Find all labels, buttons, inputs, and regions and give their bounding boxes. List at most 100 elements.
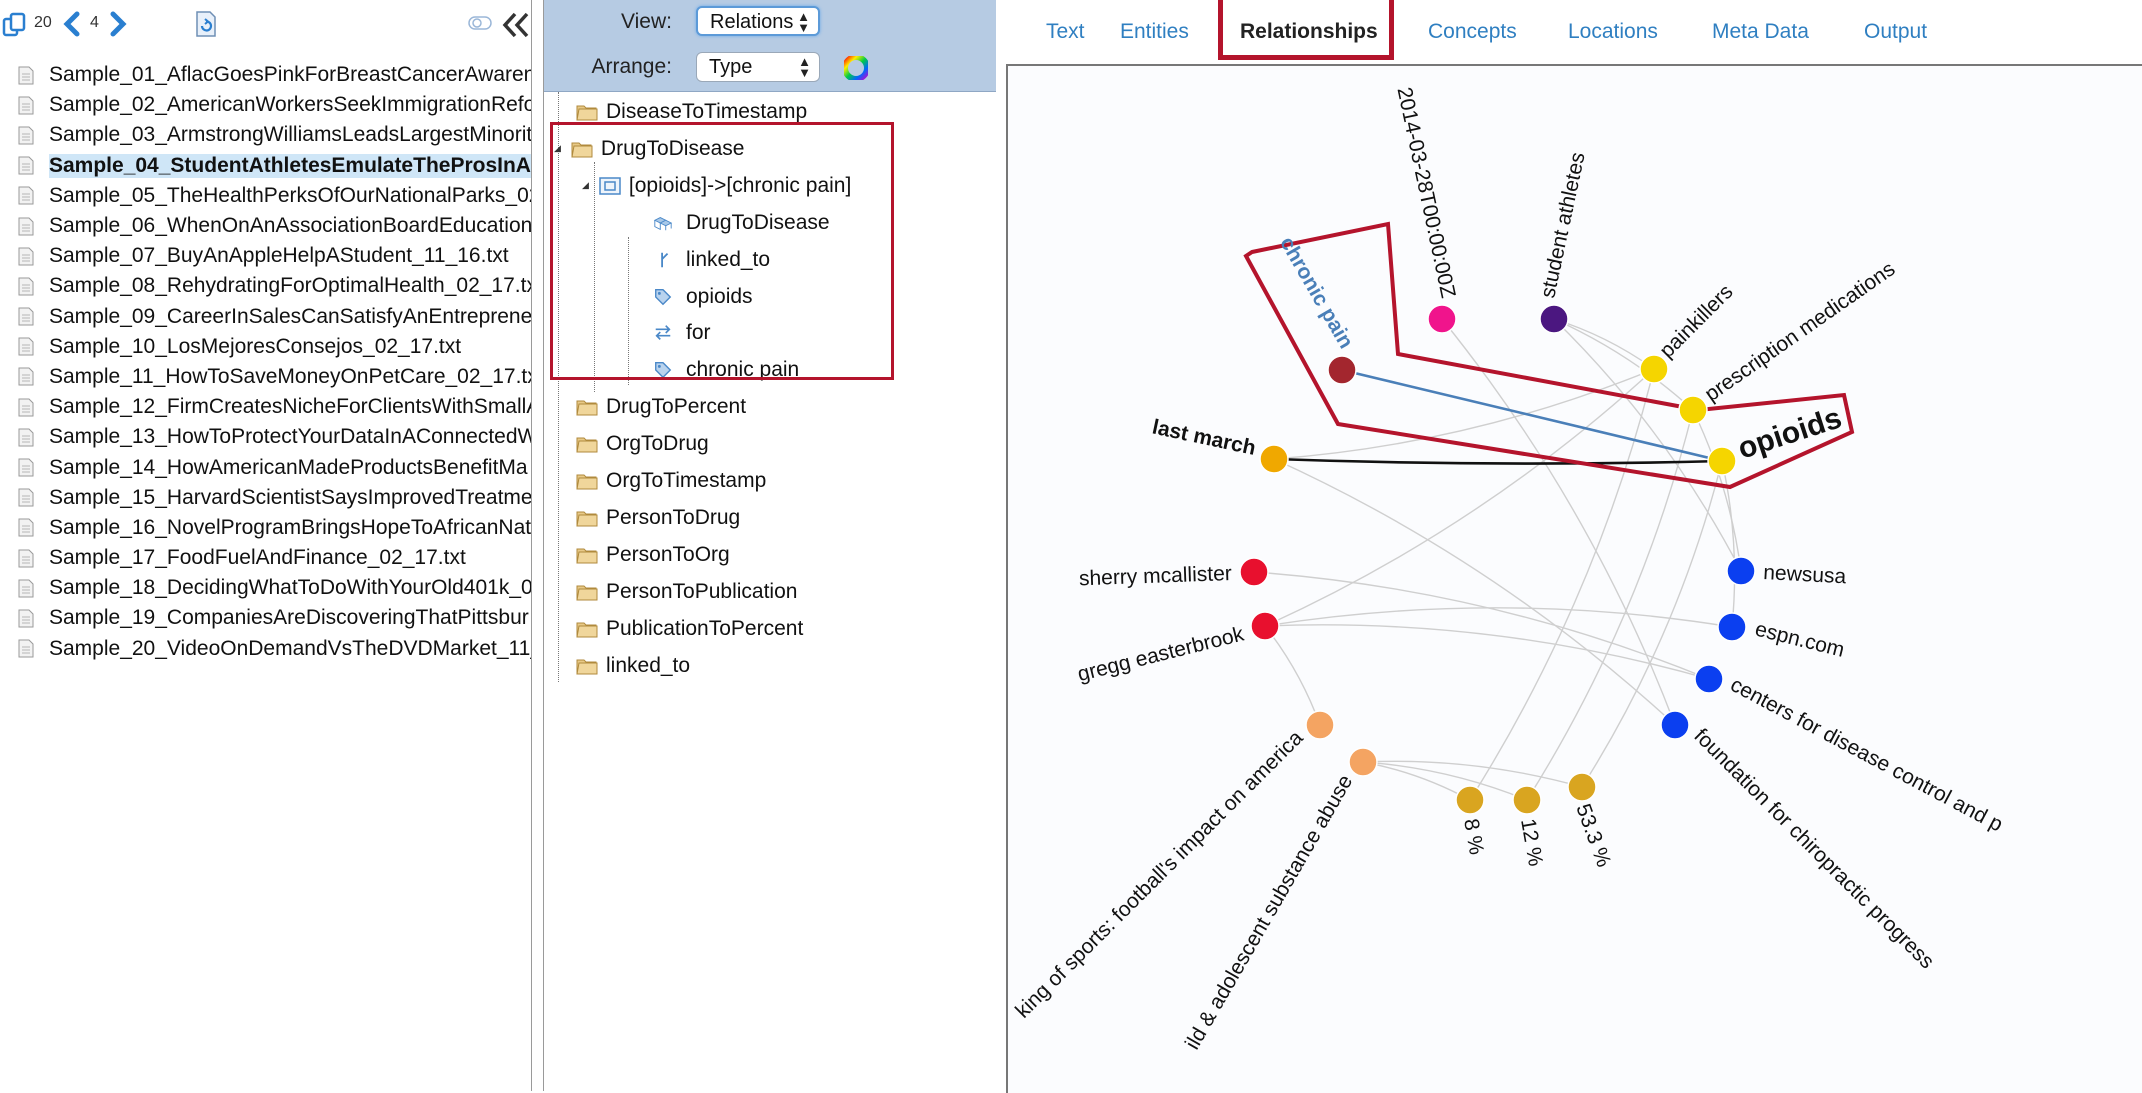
tree-folder[interactable]: ◢ DrugToDisease: [554, 131, 745, 167]
file-item[interactable]: Sample_05_TheHealthPerksOfOurNationalPar…: [0, 181, 531, 211]
tree-folder[interactable]: PersonToOrg: [576, 537, 730, 573]
file-item[interactable]: Sample_07_BuyAnAppleHelpAStudent_11_16.t…: [0, 241, 531, 271]
graph-node[interactable]: foundation for chiropractic progress: [1660, 710, 1938, 973]
documents-icon[interactable]: [2, 12, 28, 38]
file-item[interactable]: Sample_10_LosMejoresConsejos_02_17.txt: [0, 332, 531, 362]
file-item[interactable]: Sample_20_VideoOnDemandVsTheDVDMarket_11…: [0, 634, 531, 664]
node-dot[interactable]: [1639, 354, 1669, 384]
color-wheel-icon[interactable]: [844, 56, 868, 80]
graph-node[interactable]: newsusa: [1726, 556, 1847, 588]
graph-edge: [1362, 761, 1528, 801]
file-item[interactable]: Sample_01_AflacGoesPinkForBreastCancerAw…: [0, 60, 531, 90]
file-item[interactable]: Sample_02_AmericanWorkersSeekImmigration…: [0, 90, 531, 120]
graph-edge-strong: [1273, 457, 1723, 465]
file-item[interactable]: Sample_11_HowToSaveMoneyOnPetCare_02_17.…: [0, 362, 531, 392]
file-item[interactable]: Sample_03_ArmstrongWilliamsLeadsLargestM…: [0, 120, 531, 150]
collapse-panel-icon[interactable]: [502, 12, 530, 38]
tree-item-label: linked_to: [686, 247, 771, 271]
graph-node[interactable]: centers for disease control and p: [1694, 664, 2006, 836]
tree-leaf[interactable]: linked_to: [652, 242, 770, 278]
expand-icon[interactable]: ◢: [582, 180, 589, 191]
tab-locations[interactable]: Locations: [1568, 20, 1658, 43]
arrows-icon: [655, 325, 671, 341]
node-dot[interactable]: [1327, 355, 1357, 385]
graph-node[interactable]: gregg easterbrook: [1075, 611, 1280, 686]
tree-folder[interactable]: PersonToDrug: [576, 500, 740, 536]
selected-edge[interactable]: [1341, 368, 1723, 463]
arrange-select[interactable]: Type ▲ ▼: [696, 52, 820, 82]
tree-leaf[interactable]: for: [652, 315, 711, 351]
tab-meta-data[interactable]: Meta Data: [1712, 20, 1809, 43]
file-item[interactable]: Sample_09_CareerInSalesCanSatisfyAnEntre…: [0, 302, 531, 332]
graph-node[interactable]: 2014-03-28T00:00:00Z: [1392, 85, 1460, 334]
tab-output[interactable]: Output: [1864, 20, 1928, 43]
tree-folder[interactable]: OrgToDrug: [576, 426, 709, 462]
tree-leaf[interactable]: DrugToDisease: [652, 205, 830, 241]
graph-node[interactable]: espn.com: [1717, 612, 1847, 662]
arrange-select-value: Type: [709, 56, 753, 78]
file-item[interactable]: Sample_08_RehydratingForOptimalHealth_02…: [0, 271, 531, 301]
tree-folder[interactable]: PublicationToPercent: [576, 611, 803, 647]
file-item[interactable]: Sample_16_NovelProgramBringsHopeToAfrica…: [0, 513, 531, 543]
tab-relationships[interactable]: Relationships: [1240, 20, 1378, 43]
file-name: Sample_16_NovelProgramBringsHopeToAfrica…: [49, 515, 531, 539]
graph-node[interactable]: 12 %: [1512, 785, 1547, 868]
node-dot[interactable]: [1427, 304, 1457, 334]
tab-entities[interactable]: Entities: [1120, 20, 1189, 43]
graph-node[interactable]: 8 %: [1455, 785, 1488, 857]
node-dot[interactable]: [1512, 785, 1542, 815]
next-icon[interactable]: [108, 11, 128, 37]
graph-node[interactable]: student athletes: [1536, 150, 1590, 334]
toggle-icon[interactable]: [468, 15, 494, 31]
file-item[interactable]: Sample_14_HowAmericanMadeProductsBenefit…: [0, 452, 531, 482]
tree-item-label: chronic pain: [686, 358, 800, 382]
graph-node[interactable]: sherry mcallister: [1079, 557, 1269, 590]
graph-node[interactable]: chronic pain: [1275, 233, 1358, 385]
node-dot[interactable]: [1250, 611, 1280, 641]
node-dot[interactable]: [1707, 446, 1737, 476]
graph-node[interactable]: ild & adolescent substance abuse: [1181, 747, 1378, 1053]
tree-folder[interactable]: PersonToPublication: [576, 574, 797, 610]
file-item[interactable]: Sample_06_WhenOnAnAssociationBoardEducat…: [0, 211, 531, 241]
file-item[interactable]: Sample_17_FoodFuelAndFinance_02_17.txt: [0, 543, 531, 573]
node-dot[interactable]: [1305, 710, 1335, 740]
tree-item-label: DrugToDisease: [600, 136, 745, 160]
node-dot[interactable]: [1539, 304, 1569, 334]
highlight-outline: [1243, 221, 1855, 490]
expand-icon[interactable]: ◢: [554, 143, 561, 154]
tree-relation[interactable]: ◢ [opioids]->[chronic pain]: [582, 168, 851, 204]
node-dot[interactable]: [1660, 710, 1690, 740]
tab-concepts[interactable]: Concepts: [1428, 20, 1517, 43]
file-item[interactable]: Sample_18_DecidingWhatToDoWithYourOld401…: [0, 573, 531, 603]
view-select[interactable]: Relations ▲ ▼: [696, 6, 820, 36]
refresh-icon[interactable]: [194, 10, 218, 38]
tree-item-label: PublicationToPercent: [606, 616, 804, 640]
tree-folder[interactable]: DrugToPercent: [576, 389, 746, 425]
node-dot[interactable]: [1717, 612, 1747, 642]
node-label: last march: [1150, 416, 1258, 460]
file-item[interactable]: Sample_19_CompaniesAreDiscoveringThatPit…: [0, 603, 531, 633]
node-dot[interactable]: [1678, 395, 1708, 425]
node-dot[interactable]: [1567, 772, 1597, 802]
tree-folder[interactable]: DiseaseToTimestamp: [576, 94, 807, 130]
tree-folder[interactable]: linked_to: [576, 648, 690, 684]
node-dot[interactable]: [1239, 557, 1269, 587]
tree-leaf[interactable]: opioids: [652, 279, 753, 315]
node-dot[interactable]: [1694, 664, 1724, 694]
file-item[interactable]: Sample_04_StudentAthletesEmulateTheProsI…: [0, 151, 531, 181]
file-item[interactable]: Sample_13_HowToProtectYourDataInAConnect…: [0, 422, 531, 452]
file-item[interactable]: Sample_15_HarvardScientistSaysImprovedTr…: [0, 483, 531, 513]
graph-node[interactable]: last march: [1150, 416, 1289, 474]
node-dot[interactable]: [1348, 747, 1378, 777]
node-dot[interactable]: [1455, 785, 1485, 815]
tree-folder[interactable]: OrgToTimestamp: [576, 463, 766, 499]
previous-icon[interactable]: [62, 11, 82, 37]
node-dot[interactable]: [1259, 444, 1289, 474]
file-item[interactable]: Sample_12_FirmCreatesNicheForClientsWith…: [0, 392, 531, 422]
tab-text[interactable]: Text: [1046, 20, 1085, 43]
tree-leaf[interactable]: chronic pain: [652, 352, 799, 388]
node-dot[interactable]: [1726, 556, 1756, 586]
graph-node[interactable]: painkillers: [1639, 280, 1738, 384]
tag-icon: [655, 362, 672, 379]
graph-node[interactable]: 53.3 %: [1567, 772, 1615, 870]
